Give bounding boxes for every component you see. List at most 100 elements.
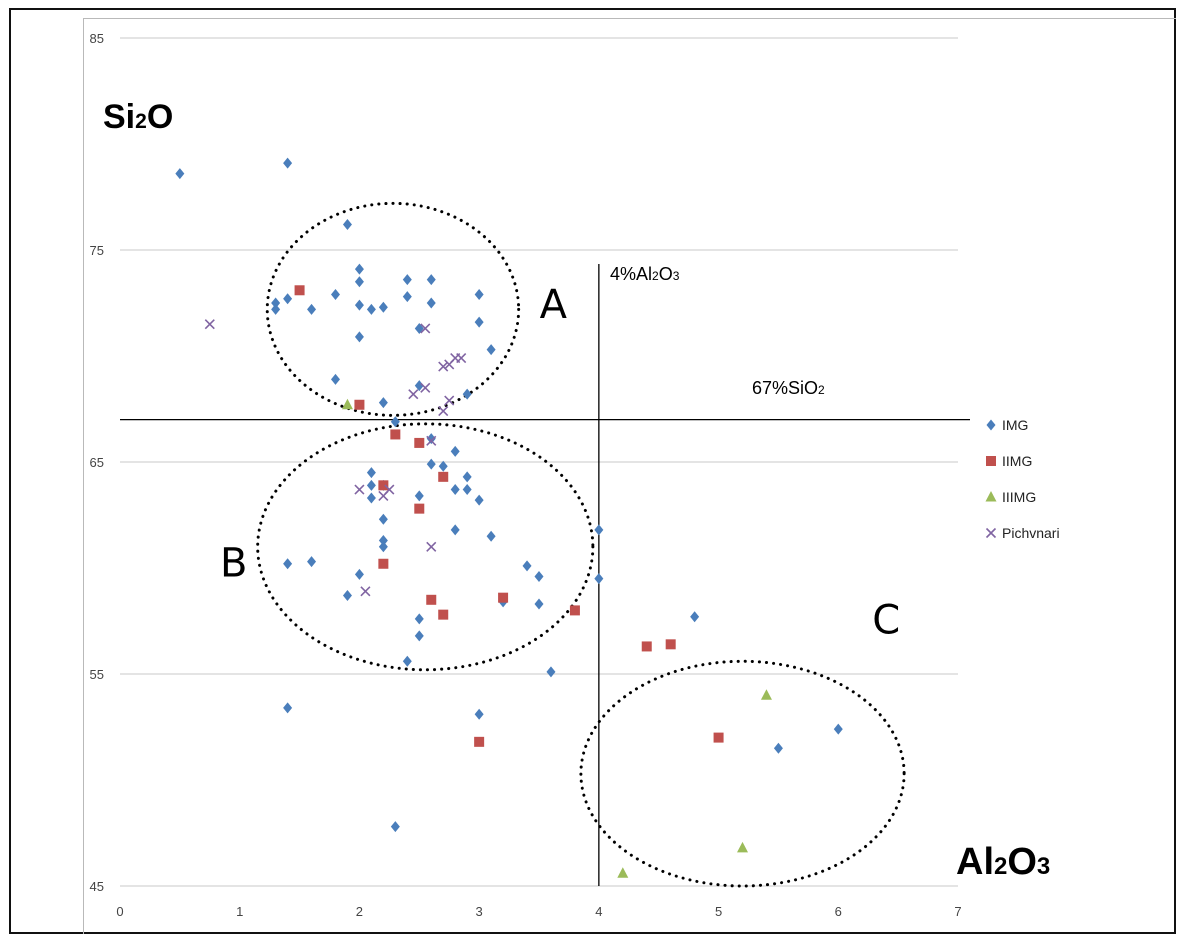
- data-point: [378, 397, 388, 409]
- data-point: [438, 471, 449, 482]
- data-point: [402, 274, 412, 286]
- reference-lines: [120, 264, 970, 886]
- legend-label-iiimg: IIIMG: [1002, 489, 1036, 505]
- data-point: [498, 592, 509, 603]
- data-point: [378, 480, 389, 491]
- data-point: [271, 297, 281, 309]
- data-point: [737, 841, 749, 853]
- data-point: [450, 524, 460, 536]
- data-point: [773, 742, 783, 754]
- data-point: [366, 303, 376, 315]
- data-point: [384, 484, 395, 495]
- data-point: [354, 276, 364, 288]
- data-point: [474, 708, 484, 720]
- x-tick-label: 5: [715, 904, 722, 919]
- legend-marker-iiimg: [985, 491, 997, 502]
- data-point: [426, 458, 436, 470]
- region-ellipse-c: [579, 659, 906, 888]
- data-point: [378, 534, 388, 546]
- data-point: [438, 460, 448, 472]
- data-point: [360, 586, 371, 597]
- region-label-a: A: [540, 282, 568, 328]
- data-point: [378, 558, 389, 569]
- region-label-b: B: [220, 540, 247, 586]
- data-point: [402, 291, 412, 303]
- horizontal-line-label: 67%SiO2: [752, 378, 825, 398]
- data-point: [366, 492, 376, 504]
- data-point: [594, 573, 604, 585]
- legend: IMG IIMG IIIMG Pichvnari: [985, 417, 1060, 541]
- data-point: [390, 416, 400, 428]
- data-point: [462, 471, 472, 483]
- data-point: [354, 484, 365, 495]
- x-tick-label: 2: [356, 904, 363, 919]
- data-point: [354, 331, 364, 343]
- y-tick-label: 45: [90, 879, 104, 894]
- series-iiimg: [341, 398, 772, 878]
- data-point: [283, 558, 293, 570]
- data-point: [665, 639, 676, 650]
- data-point: [366, 479, 376, 491]
- data-point: [534, 598, 544, 610]
- data-point: [760, 689, 772, 700]
- data-points: [175, 157, 843, 878]
- x-tick-label: 0: [116, 904, 123, 919]
- plot-frame: [83, 18, 1176, 934]
- x-axis-label: Al2O3: [956, 841, 1050, 883]
- data-point: [462, 484, 472, 496]
- data-point: [546, 666, 556, 678]
- data-point: [438, 406, 449, 417]
- data-point: [402, 655, 412, 667]
- data-point: [426, 274, 436, 286]
- series-img: [175, 157, 843, 833]
- data-point: [450, 445, 460, 457]
- data-point: [444, 395, 455, 406]
- data-point: [438, 361, 449, 372]
- data-point: [833, 723, 843, 735]
- data-point: [330, 289, 340, 301]
- data-point: [474, 289, 484, 301]
- y-tick-label: 85: [90, 31, 104, 46]
- y-tick-label: 65: [90, 455, 104, 470]
- legend-label-img: IMG: [1002, 417, 1028, 433]
- data-point: [307, 303, 317, 315]
- x-tick-label: 1: [236, 904, 243, 919]
- data-point: [354, 399, 365, 410]
- data-point: [354, 263, 364, 275]
- outer-frame: [9, 8, 1176, 934]
- gridlines: [120, 37, 958, 887]
- data-point: [486, 344, 496, 356]
- data-point: [426, 433, 436, 445]
- data-point: [414, 630, 424, 642]
- data-point: [522, 560, 532, 572]
- data-point: [426, 297, 436, 309]
- data-point: [462, 388, 472, 400]
- data-point: [271, 303, 281, 315]
- data-point: [414, 503, 425, 514]
- data-point: [283, 293, 293, 305]
- data-point: [390, 821, 400, 833]
- data-point: [378, 301, 388, 313]
- vertical-line-label: 4%Al2O3: [610, 264, 680, 284]
- region-ellipses: [256, 201, 906, 888]
- data-point: [426, 594, 437, 605]
- data-point: [330, 373, 340, 385]
- legend-marker-pichvnari: [985, 527, 997, 539]
- y-tick-label: 55: [90, 667, 104, 682]
- data-point: [175, 168, 185, 180]
- data-point: [307, 556, 317, 568]
- series-pichvnari: [204, 319, 467, 597]
- data-point: [390, 429, 401, 440]
- data-point: [414, 437, 425, 448]
- data-point: [204, 319, 215, 330]
- data-point: [378, 513, 388, 525]
- y-axis-label: Si2O: [103, 98, 173, 136]
- data-point: [474, 736, 485, 747]
- data-point: [713, 732, 724, 743]
- data-point: [414, 380, 424, 392]
- region-ellipse-a: [265, 201, 521, 417]
- legend-label-pichvnari: Pichvnari: [1002, 525, 1060, 541]
- data-point: [294, 285, 305, 296]
